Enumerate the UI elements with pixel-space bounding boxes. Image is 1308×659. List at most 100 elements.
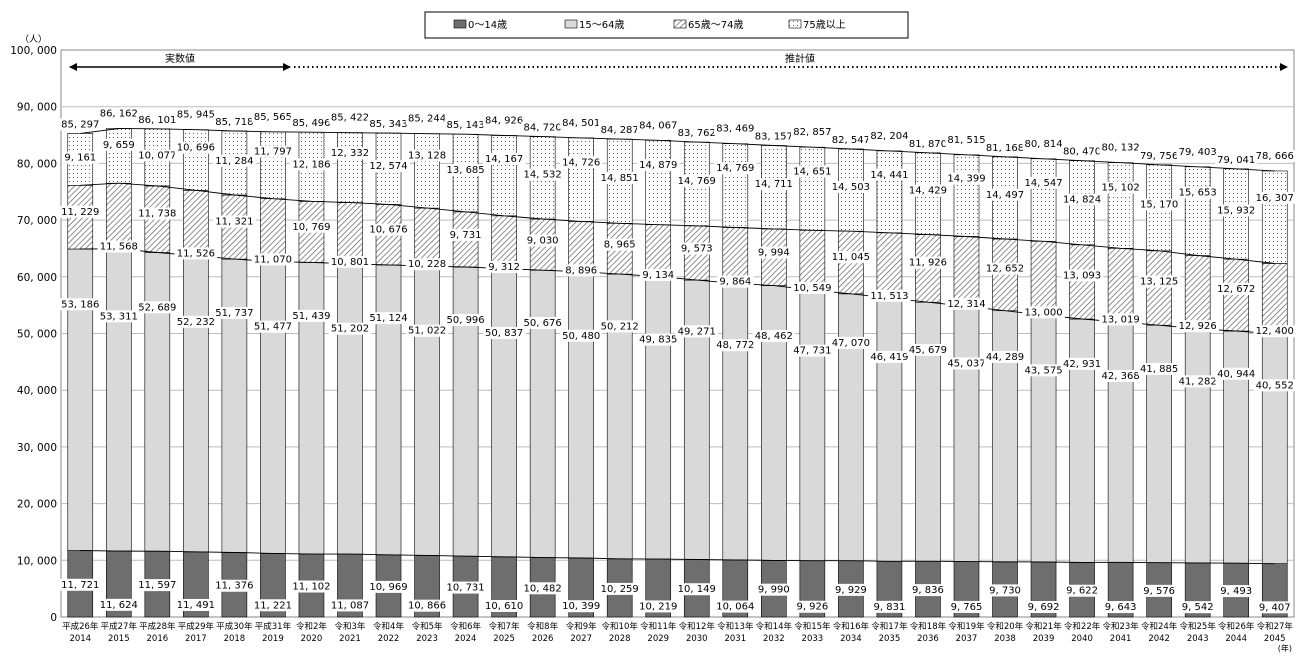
x-tick-label-era: 令和8年	[527, 621, 558, 632]
label-65-74: 9, 312	[488, 262, 520, 273]
label-background	[328, 599, 372, 612]
label-background	[58, 118, 102, 131]
label-75-plus: 14, 651	[793, 166, 831, 177]
bar-segment-65-74	[1107, 247, 1134, 323]
label-background	[678, 242, 716, 255]
y-tick-label: 10, 000	[17, 555, 57, 567]
bar-segment-75-plus	[1261, 170, 1288, 264]
label-background	[524, 234, 562, 247]
label-background	[213, 215, 256, 228]
bar-segment-15-64	[1261, 333, 1288, 564]
label-background	[636, 333, 680, 346]
label-background	[559, 600, 603, 613]
label-background	[1063, 584, 1101, 597]
label-background	[1099, 369, 1142, 382]
label-background	[1060, 145, 1104, 158]
y-tick-label: 30, 000	[17, 442, 57, 454]
label-65-74: 11, 070	[254, 254, 292, 265]
label-total: 82, 204	[870, 131, 908, 142]
label-0-14: 10, 064	[716, 602, 754, 613]
x-tick-label-era: 令和24年	[1141, 621, 1178, 632]
x-tick-label-era: 令和16年	[833, 621, 870, 632]
x-tick-label-era: 令和14年	[756, 621, 793, 632]
label-65-74: 13, 019	[1102, 314, 1140, 325]
bar-segment-75-plus	[722, 143, 749, 228]
label-total: 84, 067	[639, 120, 677, 131]
label-75-plus: 14, 497	[986, 190, 1024, 201]
label-background	[868, 350, 911, 363]
label-background	[675, 325, 719, 338]
label-background	[906, 256, 950, 269]
label-background	[832, 583, 870, 596]
label-total: 84, 720	[524, 123, 562, 134]
label-15-64: 49, 835	[639, 335, 677, 346]
label-background	[562, 264, 600, 277]
label-15-64: 44, 289	[986, 352, 1024, 363]
label-background	[213, 306, 256, 319]
y-tick-label: 90, 000	[17, 102, 57, 114]
label-65-74: 8, 965	[604, 240, 636, 251]
label-background	[713, 600, 757, 613]
bar-segment-75-plus	[645, 140, 672, 226]
label-75-plus: 11, 284	[215, 156, 253, 167]
label-65-74: 13, 125	[1140, 277, 1178, 288]
label-background	[1022, 306, 1065, 319]
label-total: 85, 143	[446, 120, 484, 131]
label-background	[755, 583, 793, 596]
label-background	[755, 246, 793, 259]
label-15-64: 47, 731	[793, 346, 831, 357]
label-15-64: 50, 212	[601, 321, 639, 332]
x-tick-label-era: 令和9年	[566, 621, 597, 632]
label-background	[713, 339, 757, 352]
label-background	[791, 344, 834, 357]
label-total: 85, 297	[61, 119, 99, 130]
label-65-74: 13, 093	[1063, 270, 1101, 281]
label-15-64: 41, 282	[1179, 376, 1217, 387]
x-tick-label-era: 平成27年	[101, 621, 138, 632]
label-background	[791, 282, 834, 295]
label-background	[521, 316, 564, 329]
label-65-74: 10, 549	[793, 283, 831, 294]
bar-segment-65-74	[260, 198, 286, 262]
label-0-14: 10, 219	[639, 601, 677, 612]
label-background	[290, 117, 333, 130]
x-tick-label-year: 2034	[840, 634, 862, 644]
label-total: 85, 565	[254, 112, 292, 123]
label-0-14: 10, 969	[369, 582, 407, 593]
label-75-plus: 14, 429	[909, 186, 947, 197]
label-background	[1060, 269, 1104, 282]
x-tick-label-era: 令和23年	[1102, 621, 1139, 632]
label-0-14: 9, 836	[912, 585, 944, 596]
legend-swatch-75-plus	[788, 19, 802, 29]
label-background	[405, 324, 449, 337]
bar-segment-15-64	[799, 289, 826, 562]
label-65-74: 12, 314	[947, 299, 985, 310]
label-65-74: 11, 229	[61, 207, 99, 218]
label-15-64: 45, 679	[909, 345, 947, 356]
label-background	[174, 108, 218, 121]
trend-line-0-14	[80, 550, 1275, 565]
label-0-14: 9, 643	[1105, 602, 1137, 613]
x-tick-label-era: 令和21年	[1025, 621, 1062, 632]
y-tick-label: 70, 000	[17, 215, 57, 227]
label-background	[213, 115, 256, 128]
label-15-64: 52, 689	[138, 302, 176, 313]
bar-segment-15-64	[761, 285, 787, 561]
label-background	[1217, 585, 1255, 598]
label-background	[367, 160, 410, 173]
label-75-plus: 10, 696	[177, 143, 215, 154]
label-background	[598, 582, 642, 595]
label-total: 83, 469	[716, 124, 754, 135]
label-65-74: 12, 400	[1256, 326, 1294, 337]
label-background	[136, 149, 179, 162]
projected-label: 推計値	[785, 52, 815, 65]
label-background	[829, 336, 873, 349]
bar-segment-15-64	[144, 252, 171, 552]
label-0-14: 9, 926	[796, 602, 828, 613]
x-tick-label-era: 平成30年	[216, 621, 253, 632]
label-background	[559, 156, 603, 169]
bar-segment-75-plus	[183, 129, 209, 191]
label-background	[1176, 375, 1219, 388]
label-background	[1253, 325, 1297, 338]
x-tick-label-era: 平成26年	[62, 621, 99, 632]
